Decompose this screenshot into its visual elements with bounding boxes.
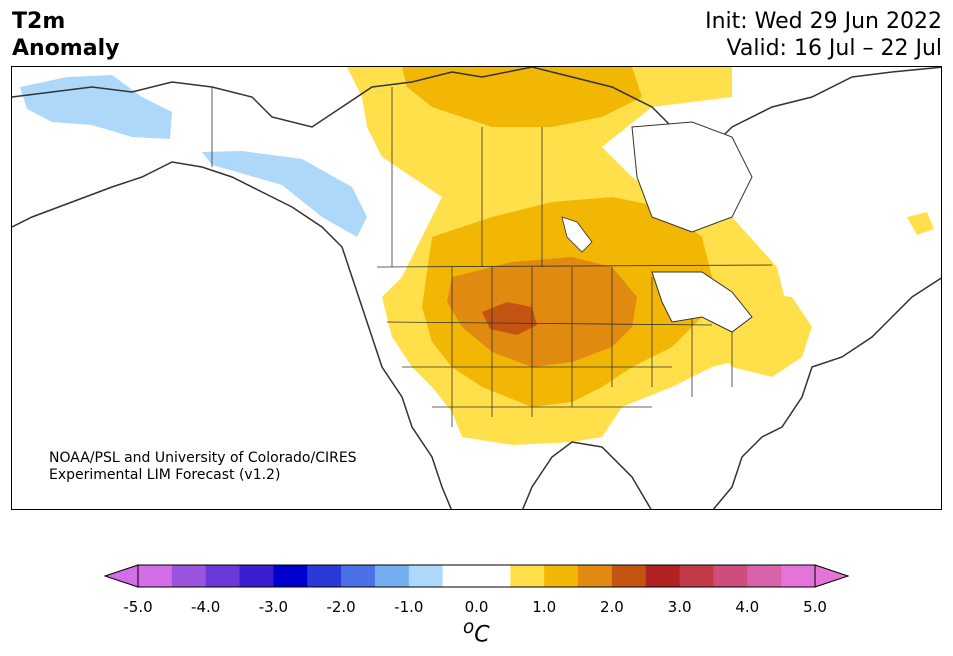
colorbar-cell [578, 565, 613, 587]
colorbar-cell [611, 565, 647, 587]
colorbar-tick-label: 4.0 [735, 598, 760, 616]
continent-outline [12, 67, 941, 509]
great-lakes [651, 271, 753, 333]
colorbar-tick-label: 1.0 [532, 598, 557, 616]
warm-region-level2-north [402, 67, 642, 127]
hudson-bay [631, 121, 753, 233]
colorbar-cell [476, 565, 511, 587]
colorbar-cell [679, 565, 714, 587]
forecast-dates: Init: Wed 29 Jun 2022 Valid: 16 Jul – 22… [705, 8, 942, 62]
colorbar-over-arrow [814, 564, 850, 588]
credit-line1: NOAA/PSL and University of Colorado/CIRE… [49, 450, 357, 466]
colorbar-cell [171, 565, 207, 587]
anomaly-map [11, 66, 942, 510]
colorbar-cell [510, 565, 545, 587]
colorbar-cell [442, 565, 477, 587]
colorbar-frame [137, 564, 816, 588]
colorbar-cell [747, 565, 782, 587]
units-label: oC [463, 617, 490, 647]
colorbar-cell [341, 565, 376, 587]
warm-region-level4 [482, 302, 537, 335]
cold-region-yukon [202, 151, 367, 237]
colorbar-cell [781, 565, 816, 587]
init-date: Init: Wed 29 Jun 2022 [705, 9, 942, 34]
colorbar-cell [713, 565, 748, 587]
colorbar-cell [205, 565, 241, 587]
colorbar-tick-label: -1.0 [394, 598, 424, 616]
colorbar-tick-label: -2.0 [326, 598, 356, 616]
colorbar-cells [138, 565, 816, 587]
colorbar-cell [239, 565, 274, 587]
colorbar-tick-label: -4.0 [191, 598, 221, 616]
colorbar-tick-label: 0.0 [464, 598, 489, 616]
map-title-line1: T2m [12, 9, 66, 34]
credit-text: NOAA/PSL and University of Colorado/CIRE… [49, 450, 357, 484]
warm-region-labrador [907, 212, 934, 235]
warm-region-level3 [447, 257, 637, 367]
lake-winnipeg [561, 216, 593, 253]
colorbar-cell [138, 565, 173, 587]
units-degree: o [463, 617, 475, 638]
colorbar-tick-label: -5.0 [123, 598, 153, 616]
colorbar-cell [408, 565, 444, 587]
anomaly-map-svg [12, 67, 941, 509]
colorbar-under-arrow [103, 564, 139, 588]
map-title-line2: Anomaly [12, 36, 120, 61]
credit-line2: Experimental LIM Forecast (v1.2) [49, 467, 281, 483]
colorbar-cell [645, 565, 681, 587]
colorbar-tick-label: 3.0 [667, 598, 692, 616]
colorbar-tick-label: -3.0 [258, 598, 289, 616]
colorbar-tick-label: 5.0 [803, 598, 827, 616]
valid-date: Valid: 16 Jul – 22 Jul [726, 36, 942, 61]
colorbar [103, 564, 850, 588]
cold-region-alaska [20, 75, 172, 139]
colorbar-cell [544, 565, 579, 587]
colorbar-tick-label: 2.0 [599, 598, 624, 616]
colorbar-cell [374, 565, 410, 587]
map-title: T2m Anomaly [12, 8, 119, 62]
units-base: C [474, 622, 490, 648]
colorbar-cell [307, 565, 342, 587]
border-lines [211, 87, 773, 427]
colorbar-cell [273, 565, 308, 587]
